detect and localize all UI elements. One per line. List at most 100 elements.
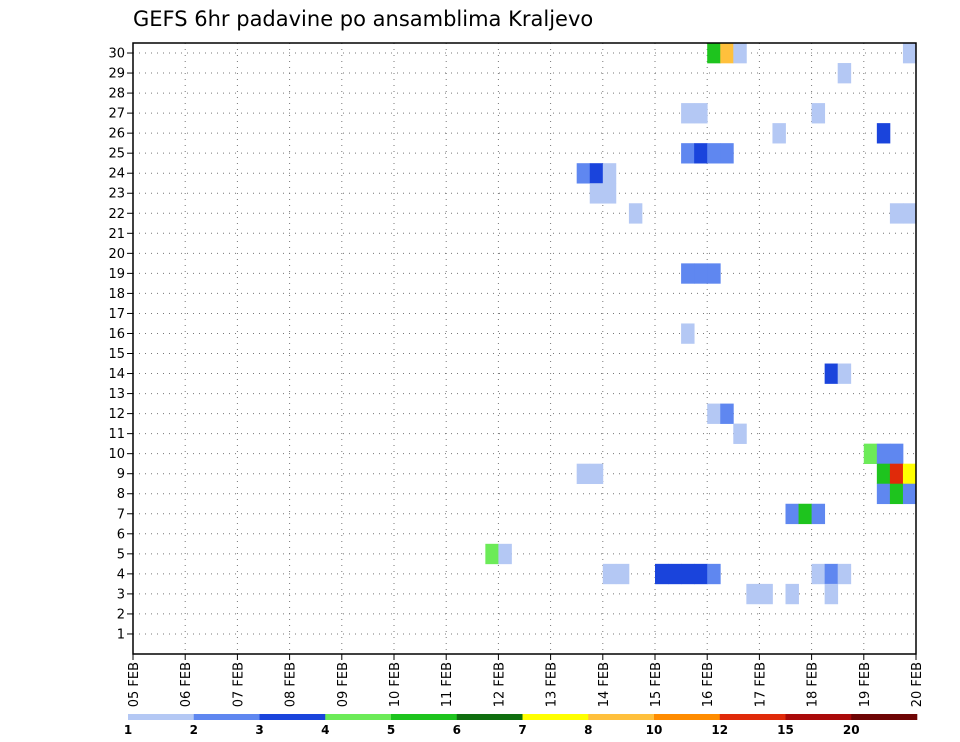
plot-frame (132, 42, 917, 655)
y-tick-label: 13 (108, 387, 125, 402)
heatmap-cell (707, 43, 721, 64)
color-scale-label: 5 (387, 723, 395, 737)
heatmap-cell (863, 443, 878, 464)
heatmap-cells (485, 43, 917, 605)
heatmap-cell (785, 503, 799, 525)
heatmap-cell (811, 563, 826, 585)
x-tick-label: 05 FEB (127, 662, 142, 707)
heatmap-cell (694, 143, 708, 164)
color-scale-swatch (128, 714, 195, 720)
x-tick-label: 11 FEB (440, 662, 455, 707)
heatmap-cell (876, 463, 891, 485)
x-tick-label: 18 FEB (806, 662, 821, 707)
heatmap-cell (759, 583, 773, 605)
y-tick-label: 12 (108, 407, 125, 422)
color-scale-label: 3 (255, 723, 263, 737)
y-tick-label: 22 (108, 207, 125, 222)
y-tick-label: 21 (108, 227, 125, 242)
heatmap-cell (602, 563, 617, 585)
y-axis-ticks: 1234567891011121314151617181920212223242… (108, 47, 133, 642)
heatmap-cell (576, 163, 591, 184)
heatmap-cell (889, 463, 904, 485)
y-tick-label: 29 (108, 67, 125, 82)
heatmap-cell (902, 43, 917, 64)
heatmap-cell (707, 563, 721, 585)
heatmap-cell (837, 563, 852, 585)
heatmap-cell (876, 123, 891, 144)
heatmap-cell (811, 103, 826, 124)
y-tick-label: 9 (117, 467, 125, 482)
color-scale-swatch (719, 714, 786, 720)
heatmap-cell (902, 203, 917, 224)
color-scale-label: 2 (190, 723, 198, 737)
color-scale-swatch (193, 714, 260, 720)
heatmap-cell (681, 563, 695, 585)
heatmap-cell (889, 443, 904, 464)
heatmap-cell (694, 103, 708, 124)
heatmap-cell (628, 203, 643, 224)
x-tick-label: 20 FEB (910, 662, 925, 707)
heatmap-cell (707, 403, 721, 424)
y-tick-label: 7 (117, 507, 125, 522)
heatmap-cell (589, 163, 604, 184)
y-tick-label: 15 (108, 347, 125, 362)
y-tick-label: 28 (108, 87, 125, 102)
y-tick-label: 23 (108, 187, 125, 202)
y-tick-label: 26 (108, 127, 125, 142)
x-tick-label: 06 FEB (179, 662, 194, 707)
heatmap-cell (707, 143, 721, 164)
y-tick-label: 18 (108, 287, 125, 302)
x-tick-label: 19 FEB (858, 662, 873, 707)
color-scale-swatch (325, 714, 392, 720)
heatmap-cell (707, 263, 721, 284)
y-tick-label: 3 (117, 587, 125, 602)
heatmap-cell (720, 143, 734, 164)
heatmap-cell (668, 563, 682, 585)
heatmap-cell (733, 43, 747, 64)
heatmap-cell (798, 503, 812, 525)
x-tick-label: 08 FEB (284, 662, 299, 707)
heatmap-cell (681, 263, 695, 284)
heatmap-cell (876, 443, 891, 464)
heatmap-cell (772, 123, 786, 144)
y-tick-label: 8 (117, 487, 125, 502)
chart-title: GEFS 6hr padavine po ansamblima Kraljevo (133, 7, 593, 31)
heatmap-cell (733, 423, 747, 444)
color-scale-swatch (851, 714, 918, 720)
y-tick-label: 11 (108, 427, 125, 442)
heatmap-cell (746, 583, 760, 605)
color-scale-label: 8 (584, 723, 592, 737)
color-scale-swatch (456, 714, 523, 720)
x-tick-label: 15 FEB (649, 662, 664, 707)
color-scale-bar: 1 2 3 4 5 6 7 8 10 12 15 20 (124, 714, 918, 737)
color-scale-swatch (522, 714, 589, 720)
heatmap-cell (589, 183, 604, 204)
heatmap-cell (824, 363, 839, 384)
y-tick-label: 27 (108, 107, 125, 122)
heatmap-cell (720, 43, 734, 64)
x-axis-ticks: 05 FEB 06 FEB 07 FEB 08 FEB 09 FEB 10 FEB 11 F… (127, 654, 925, 707)
heatmap-cell (824, 563, 839, 585)
x-tick-label: 07 FEB (231, 662, 246, 707)
color-scale-label: 20 (843, 723, 860, 737)
heatmap-cell (602, 183, 617, 204)
heatmap-cell (655, 563, 669, 585)
heatmap-cell (576, 463, 591, 485)
heatmap-cell (681, 103, 695, 124)
heatmap-cell (615, 563, 630, 585)
color-scale-label: 12 (711, 723, 728, 737)
color-scale-label: 10 (646, 723, 663, 737)
color-scale-label: 15 (777, 723, 794, 737)
heatmap-cell (824, 583, 839, 605)
color-scale-swatch (654, 714, 721, 720)
y-tick-label: 16 (108, 327, 125, 342)
color-scale-label: 1 (124, 723, 132, 737)
y-tick-label: 30 (108, 47, 125, 62)
heatmap-cell (498, 543, 512, 565)
y-tick-label: 14 (108, 367, 125, 382)
heatmap-cell (720, 403, 734, 424)
heatmap-cell (889, 483, 904, 505)
y-tick-label: 5 (117, 547, 125, 562)
heatmap-cell (602, 163, 617, 184)
color-scale-label: 6 (453, 723, 461, 737)
